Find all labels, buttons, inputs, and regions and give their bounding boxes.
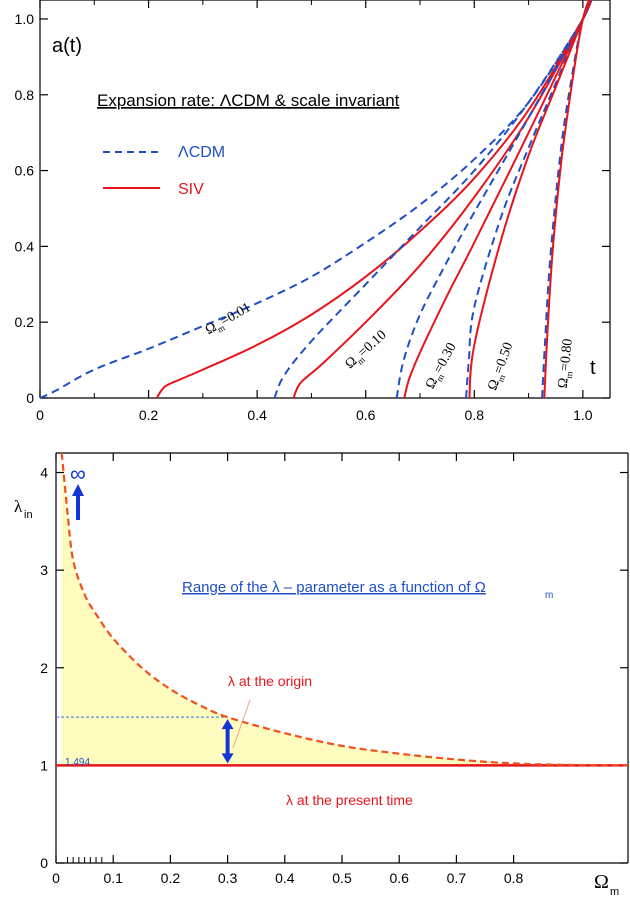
omega-label: Ωm=0.80 (556, 338, 578, 389)
svg-text:Ωm=0.10: Ωm=0.10 (343, 328, 391, 374)
origin-curve-label: λ at the origin (228, 673, 312, 689)
y-tick-label: 0.4 (15, 238, 35, 254)
svg-text:m: m (545, 590, 553, 601)
legend-siv-label: SIV (178, 181, 204, 198)
svg-text:Range of the λ – parameter as: Range of the λ – parameter as a function… (182, 579, 486, 596)
y-tick-label: 0 (40, 855, 48, 871)
legend-lcdm-label: ΛCDM (178, 144, 225, 161)
y-tick-label: 0.6 (15, 163, 35, 179)
x-tick-label: 0 (36, 407, 44, 423)
x-tick-label: 0.7 (447, 870, 467, 886)
range-arrow-head-up (221, 719, 234, 730)
omega-label: Ωm=0.01 (203, 300, 255, 340)
x-tick-label: 0.4 (247, 407, 267, 423)
lcdm-curve (39, 0, 593, 399)
omega-label: Ωm=0.10 (343, 328, 391, 374)
lcdm-curve (273, 0, 593, 399)
siv-curve (155, 0, 593, 399)
range-arrow-head-down (221, 753, 234, 764)
chart-title-top: Expansion rate: ΛCDM & scale invariant (97, 91, 400, 110)
x-tick-label: 0 (52, 870, 60, 886)
svg-text:Ωm=0.30: Ωm=0.30 (423, 341, 461, 393)
x-tick-label: 0.3 (218, 870, 238, 886)
x-axis-label-omega: Ω (594, 871, 609, 893)
y-tick-label: 1.0 (15, 11, 35, 27)
siv-curve (292, 0, 593, 399)
omega-label: Ωm=0.30 (423, 341, 461, 393)
chart-title-bottom: Range of the λ – parameter as a function… (182, 579, 553, 601)
x-axis-label: t (590, 357, 596, 379)
x-tick-label: 0.8 (504, 870, 524, 886)
y-tick-label: 3 (40, 562, 48, 578)
present-line-label: λ at the present time (286, 792, 413, 808)
marker-value-label: 1.494 (65, 757, 90, 768)
lcdm-curve (541, 0, 591, 399)
siv-curve (543, 0, 590, 399)
origin-lambda-curve (60, 452, 629, 767)
lambda-range-fill (61, 453, 628, 766)
y-tick-label: 1 (40, 757, 48, 773)
y-tick-label: 4 (40, 465, 48, 481)
y-tick-label: 0.2 (15, 314, 35, 330)
infinity-arrow-head (72, 484, 84, 496)
x-axis-label-omega-sub: m (610, 886, 619, 898)
x-tick-label: 0.4 (275, 870, 295, 886)
y-axis-label: a(t) (52, 35, 82, 57)
x-tick-label: 0.1 (103, 870, 123, 886)
expansion-rate-chart: 0 0.2 0.4 0.6 0.8 1.000.20.40.60.81.0 a(t) t … (15, 0, 611, 423)
y-tick-label: 2 (40, 660, 48, 676)
x-tick-label: 0.5 (332, 870, 352, 886)
y-tick-label: 0 (26, 390, 34, 406)
infinity-symbol: ∞ (70, 461, 86, 486)
origin-label-pointer (232, 699, 251, 749)
x-tick-label: 0.2 (161, 870, 181, 886)
y-axis-label-lambda-sub: in (24, 509, 33, 521)
x-tick-label: 0.2 (139, 407, 159, 423)
omega-label: Ωm=0.50 (485, 341, 518, 394)
x-tick-label: 0.8 (465, 407, 485, 423)
x-tick-label: 0.6 (356, 407, 376, 423)
x-tick-label: 0.6 (389, 870, 409, 886)
x-tick-label: 1.0 (573, 407, 593, 423)
svg-text:Ωm=0.01: Ωm=0.01 (203, 300, 255, 340)
svg-text:Ωm=0.50: Ωm=0.50 (485, 341, 518, 394)
y-axis-label-lambda: λ (14, 497, 23, 516)
y-tick-label: 0.8 (15, 87, 35, 103)
svg-text:Ωm=0.80: Ωm=0.80 (556, 338, 578, 389)
